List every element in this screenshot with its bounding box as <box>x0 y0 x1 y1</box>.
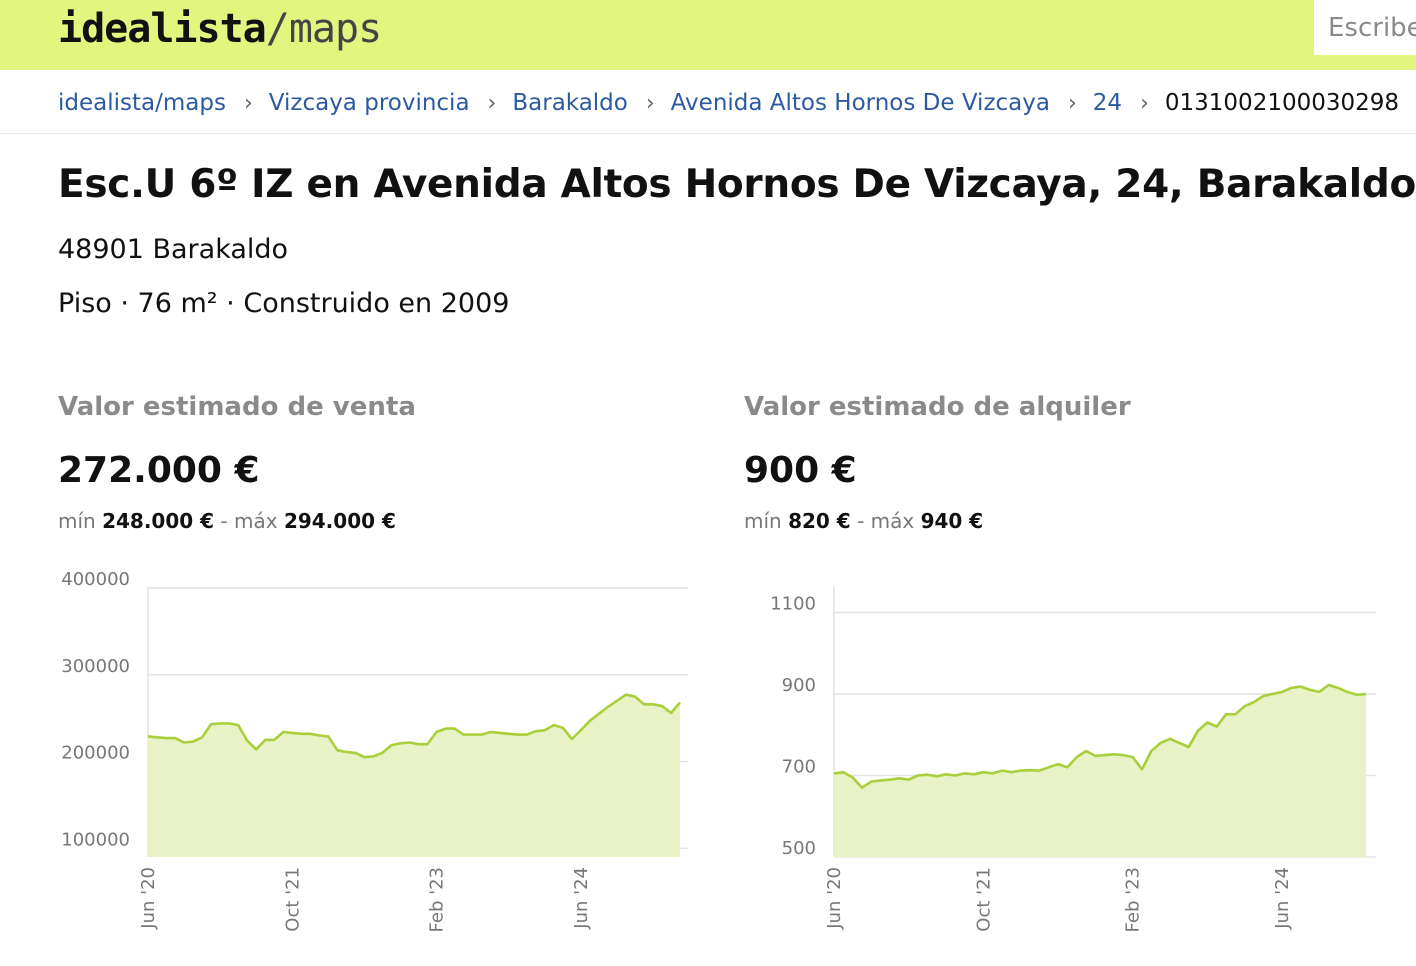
sale-estimate-title: Valor estimado de venta <box>58 392 416 422</box>
chevron-right-icon: › <box>487 90 497 116</box>
chevron-right-icon: › <box>1067 90 1077 116</box>
sale-x-tick-label: Jun '20 <box>138 867 159 930</box>
logo-sub: /maps <box>265 6 382 52</box>
rent-series-line <box>833 683 1367 789</box>
rent-min-label: mín <box>744 509 782 533</box>
sale-y-tick-label: 300000 <box>61 656 130 677</box>
rent-estimate-title: Valor estimado de alquiler <box>744 392 1131 422</box>
rent-estimate-panel: Valor estimado de alquiler 900 € mín 820… <box>744 392 1384 533</box>
top-bar: idealista/maps <box>0 0 1416 70</box>
breadcrumb-link-number[interactable]: 24 <box>1092 90 1123 116</box>
rent-series-area <box>834 685 1366 857</box>
rent-max-value: 940 € <box>920 509 984 533</box>
chevron-right-icon: › <box>645 90 655 116</box>
sale-value-chart: 100000 200000 300000 400000 Jun '20 Oct '21 Fe… <box>61 569 688 932</box>
sale-estimate-value: 272.000 € <box>58 450 260 491</box>
chevron-right-icon: › <box>1140 90 1149 116</box>
rent-y-tick-label: 500 <box>782 838 816 859</box>
sale-series-area <box>148 694 680 857</box>
chevron-right-icon: › <box>243 90 253 116</box>
rent-x-tick-label: Oct '21 <box>973 867 994 932</box>
rent-range-dash: - <box>857 509 865 533</box>
sale-series-line <box>147 693 681 759</box>
rent-range: mín 820 € - máx 940 € <box>744 509 1384 533</box>
property-details: Piso · 76 m² · Construido en 2009 <box>58 288 510 319</box>
breadcrumb-link-province[interactable]: Vizcaya provincia <box>268 90 470 116</box>
rent-y-tick-label: 1100 <box>770 593 816 614</box>
rent-y-tick-label: 900 <box>782 675 816 696</box>
sale-y-tick-label: 400000 <box>61 569 130 590</box>
rent-estimate-value: 900 € <box>744 450 857 491</box>
page-title: Esc.U 6º IZ en Avenida Altos Hornos De V… <box>58 162 1416 207</box>
rent-value-chart: 500 700 900 1100 Jun '20 Oct '21 Feb '23 Jun '2… <box>770 586 1376 932</box>
sale-x-tick-label: Jun '24 <box>571 867 592 930</box>
rent-x-tick-label: Jun '24 <box>1272 867 1293 930</box>
sale-max-label: máx <box>234 509 278 533</box>
breadcrumb-link-city[interactable]: Barakaldo <box>512 90 628 116</box>
rent-x-tick-label: Feb '23 <box>1123 867 1144 932</box>
sale-range: mín 248.000 € - máx 294.000 € <box>58 509 698 533</box>
sale-x-tick-label: Oct '21 <box>282 867 303 932</box>
sale-estimate-panel: Valor estimado de venta 272.000 € mín 24… <box>58 392 698 533</box>
sale-min-value: 248.000 € <box>102 509 215 533</box>
sale-y-tick-label: 100000 <box>61 829 130 850</box>
logo-main: idealista <box>58 6 267 52</box>
search-input[interactable] <box>1314 0 1416 55</box>
sale-max-value: 294.000 € <box>283 509 396 533</box>
sale-range-dash: - <box>220 509 228 533</box>
header-divider <box>0 133 1416 134</box>
breadcrumb-link-street[interactable]: Avenida Altos Hornos De Vizcaya <box>670 90 1050 116</box>
breadcrumb: idealista/maps › Vizcaya provincia › Bar… <box>58 86 1399 120</box>
idealista-maps-logo[interactable]: idealista/maps <box>58 6 382 52</box>
sale-x-tick-label: Feb '23 <box>427 867 448 932</box>
rent-x-tick-label: Jun '20 <box>824 867 845 930</box>
breadcrumb-current: 0131002100030298 <box>1164 90 1400 116</box>
rent-max-label: máx <box>870 509 915 533</box>
sale-min-label: mín <box>58 509 96 533</box>
sale-y-tick-label: 200000 <box>61 743 130 764</box>
postal-address: 48901 Barakaldo <box>58 234 289 265</box>
rent-y-tick-label: 700 <box>782 756 816 777</box>
rent-min-value: 820 € <box>788 509 851 533</box>
breadcrumb-link-home[interactable]: idealista/maps <box>58 90 226 116</box>
